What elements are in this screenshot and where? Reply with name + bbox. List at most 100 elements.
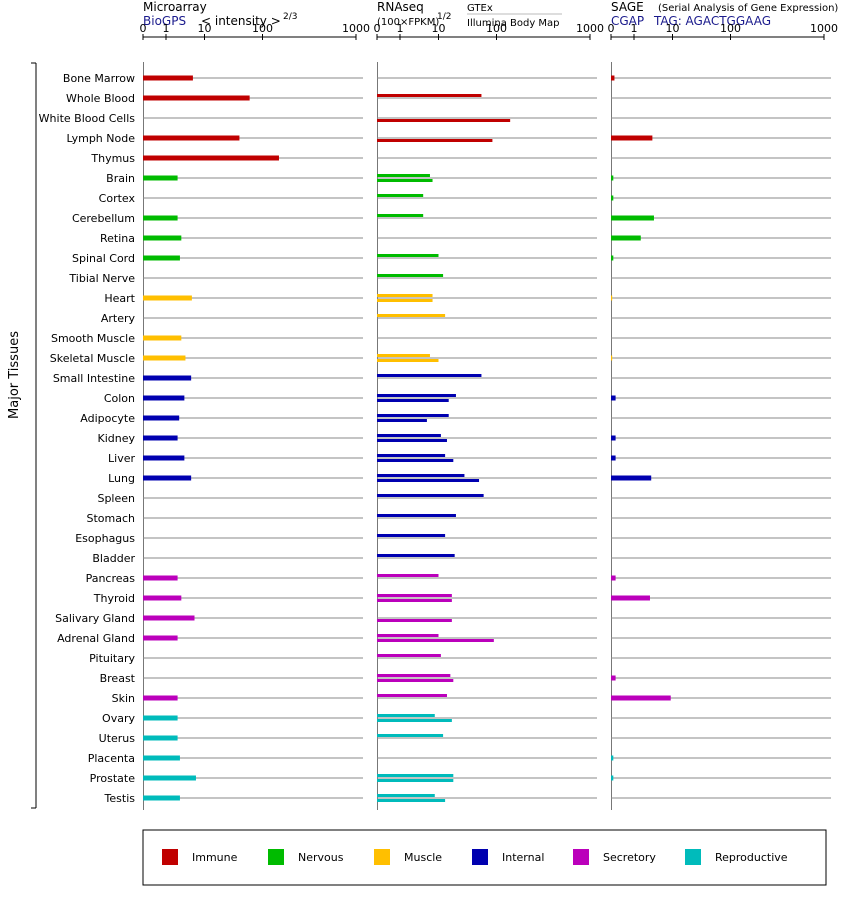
microarray-source: BioGPS <box>143 14 186 28</box>
sage-panel: 0 1 10 100 1000 <box>608 22 838 810</box>
rnaseq-bar <box>377 734 444 737</box>
rnaseq-header: RNAseq (100×FPKM) 1/2 GTEx Illumina Body… <box>377 0 562 29</box>
microarray-header: Microarray BioGPS < intensity > 2/3 <box>143 0 297 28</box>
rnaseq-bar <box>377 459 454 462</box>
sage-bar <box>611 295 613 301</box>
rnaseq-bar <box>377 419 427 422</box>
microarray-bar <box>143 415 180 421</box>
rnaseq-bar <box>377 799 446 802</box>
rnaseq-bar <box>377 474 465 477</box>
tissue-label: Whole Blood <box>66 92 135 105</box>
sage-bar <box>611 235 641 241</box>
microarray-bar <box>143 475 192 481</box>
tissue-label: Colon <box>104 392 135 405</box>
rnaseq-bar <box>377 599 452 602</box>
legend-swatch <box>472 849 488 865</box>
tissue-label: Pituitary <box>89 652 135 665</box>
tissue-label: Small Intestine <box>53 372 135 385</box>
sage-bar <box>611 575 616 581</box>
microarray-bar <box>143 135 240 141</box>
legend-items: Immune Nervous Muscle Internal Secretory Repr… <box>162 849 788 865</box>
tissue-labels: Bone Marrow Whole Blood White Blood Cells L… <box>39 72 136 805</box>
tissue-label: Skeletal Muscle <box>50 352 135 365</box>
microarray-bar <box>143 575 178 581</box>
tissue-label: Lung <box>108 472 135 485</box>
rnaseq-bar <box>377 359 439 362</box>
tissue-label: Thyroid <box>93 592 135 605</box>
sage-bar <box>611 175 614 181</box>
y-group-title: Major Tissues <box>7 331 22 419</box>
rnaseq-bar <box>377 654 441 657</box>
rnaseq-bar <box>377 399 449 402</box>
rnaseq-bar <box>377 94 482 97</box>
sage-bar <box>611 675 616 681</box>
rnaseq-bar <box>377 179 433 182</box>
microarray-bar <box>143 695 178 701</box>
rnaseq-title: RNAseq <box>377 0 424 14</box>
microarray-tick-label: 1 <box>163 22 170 35</box>
microarray-bar <box>143 235 182 241</box>
rnaseq-bar <box>377 639 494 642</box>
rnaseq-bar <box>377 554 455 557</box>
sage-tick-label: 100 <box>720 22 741 35</box>
microarray-tick-label: 100 <box>252 22 273 35</box>
tissue-label: Heart <box>104 292 135 305</box>
rnaseq-bar <box>377 214 424 217</box>
tissue-label: Lymph Node <box>66 132 135 145</box>
rnaseq-source-illumina: Illumina Body Map <box>467 18 560 29</box>
rnaseq-bar <box>377 394 456 397</box>
legend-swatch <box>374 849 390 865</box>
rnaseq-bar <box>377 354 430 357</box>
rnaseq-bar <box>377 174 430 177</box>
rnaseq-bar <box>377 439 447 442</box>
rnaseq-tick-label: 0 <box>374 22 381 35</box>
microarray-bar <box>143 155 279 161</box>
tissue-label: Adrenal Gland <box>57 632 135 645</box>
rnaseq-panel: 0 1 10 100 1000 <box>374 22 604 810</box>
rnaseq-bar <box>377 494 484 497</box>
tissue-label: Spinal Cord <box>72 252 135 265</box>
microarray-title: Microarray <box>143 0 207 14</box>
microarray-bar <box>143 215 178 221</box>
sage-bar <box>611 475 652 481</box>
microarray-bar <box>143 715 178 721</box>
microarray-bar <box>143 455 185 461</box>
sage-bar <box>611 775 614 781</box>
sage-header: SAGE (Serial Analysis of Gene Expression… <box>611 0 838 28</box>
microarray-bar <box>143 355 186 361</box>
legend-label: Muscle <box>404 851 442 864</box>
legend-label: Reproductive <box>715 851 788 864</box>
microarray-bar <box>143 395 185 401</box>
microarray-tick-label: 1000 <box>342 22 370 35</box>
sage-source: CGAP <box>611 14 644 28</box>
legend-swatch <box>268 849 284 865</box>
tissue-label: Placenta <box>88 752 135 765</box>
legend-swatch <box>162 849 178 865</box>
tissue-label: Ovary <box>102 712 135 725</box>
legend-swatch <box>685 849 701 865</box>
rnaseq-bar <box>377 694 447 697</box>
microarray-bar <box>143 615 195 621</box>
rnaseq-bar <box>377 794 435 797</box>
microarray-bar <box>143 735 178 741</box>
tissue-label: Uterus <box>99 732 136 745</box>
rnaseq-bar <box>377 119 511 122</box>
rnaseq-tick-label: 1000 <box>576 22 604 35</box>
microarray-unit: < intensity > <box>201 14 281 28</box>
rnaseq-source-gtex: GTEx <box>467 3 493 14</box>
sage-bar <box>611 255 614 261</box>
rnaseq-bar <box>377 679 454 682</box>
microarray-bar <box>143 255 180 261</box>
sage-title: SAGE <box>611 0 644 14</box>
tissue-label: Stomach <box>86 512 135 525</box>
microarray-bar <box>143 755 180 761</box>
microarray-bar <box>143 295 192 301</box>
sage-tick-label: 0 <box>608 22 615 35</box>
rnaseq-bar <box>377 719 452 722</box>
tissue-label: Spleen <box>97 492 135 505</box>
rnaseq-unit-exponent: 1/2 <box>437 12 451 22</box>
microarray-panel: 0 1 10 100 1000 <box>140 22 370 810</box>
tissue-label: Brain <box>106 172 135 185</box>
microarray-bar <box>143 95 250 101</box>
